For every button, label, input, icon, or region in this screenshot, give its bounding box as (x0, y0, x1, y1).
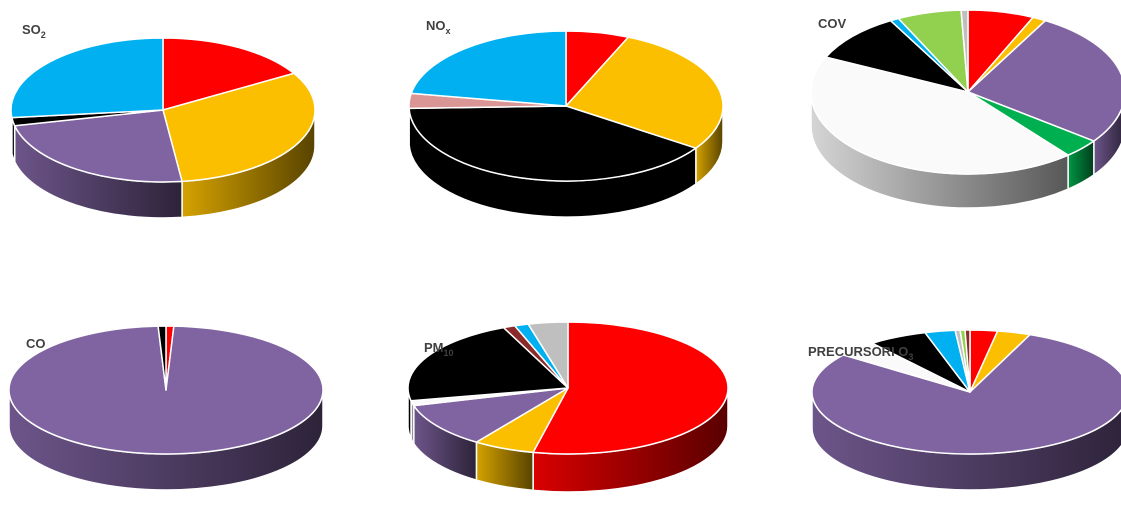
pie-slices (810, 9, 1121, 175)
chart-title-main: COV (818, 16, 847, 31)
pie-slice-3 (408, 105, 697, 182)
pie-chart-4: CO (8, 325, 324, 491)
chart-title: NOx (426, 18, 451, 36)
pie-chart-3: COV (810, 9, 1121, 209)
chart-title-subscript: 10 (444, 348, 454, 358)
pie-slice-6 (825, 19, 969, 93)
pie-slices (10, 37, 316, 183)
pie-slices (408, 30, 724, 182)
pie-slice-3 (13, 109, 183, 183)
chart-title: PM10 (424, 340, 454, 358)
chart-title-subscript: 2 (41, 30, 46, 40)
pie-slice-3 (967, 19, 1121, 142)
chart-title: PRECURSORI O3 (808, 344, 913, 362)
pie-chart-1: SO2 (10, 22, 316, 219)
pie-slice-5 (410, 30, 567, 107)
chart-title-main: NO (426, 18, 446, 33)
chart-title: CO (26, 336, 46, 351)
pie-slices (811, 329, 1121, 455)
chart-title-main: CO (26, 336, 46, 351)
pie-slice-9 (960, 9, 969, 93)
pie-slice-3 (811, 333, 1121, 455)
pie-chart-6: PRECURSORI O3 (808, 329, 1121, 491)
pie-slice-2 (162, 72, 316, 183)
pie-slice-1 (162, 37, 295, 111)
pie-slices (8, 325, 324, 455)
chart-title: COV (818, 16, 847, 31)
pie-chart-5: PM10 (407, 321, 729, 493)
chart-title-subscript: 3 (908, 352, 913, 362)
pie-slice-1 (532, 321, 729, 455)
chart-title-main: SO (22, 22, 41, 37)
pie-chart-2: NOx (408, 18, 724, 218)
pie-slice-5 (407, 326, 569, 402)
pie-slices (407, 321, 729, 455)
chart-title-subscript: x (446, 26, 451, 36)
pie-slice-5 (10, 37, 164, 119)
pie-slice-5 (810, 56, 1069, 175)
chart-title-main: PM (424, 340, 444, 355)
pie-slice-2 (565, 36, 724, 149)
chart-title-main: PRECURSORI O (808, 344, 908, 359)
pie-slice-9 (964, 329, 971, 393)
pie-sides (407, 387, 729, 493)
chart-title: SO2 (22, 22, 46, 40)
pie-slice-3 (157, 325, 167, 391)
pie-slice-8 (527, 321, 569, 389)
